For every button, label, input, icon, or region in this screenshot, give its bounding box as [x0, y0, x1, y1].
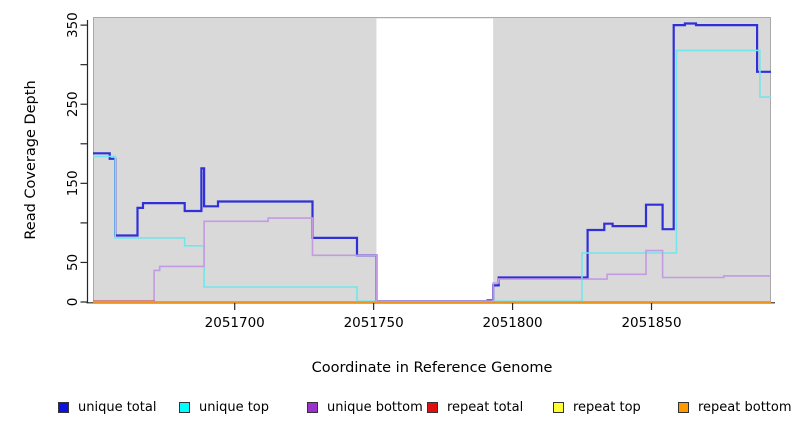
y-tick-label: 250: [65, 91, 81, 117]
legend-item-repeat-total: repeat total: [427, 400, 523, 415]
legend-swatch-icon: [427, 402, 438, 413]
legend-label: unique total: [78, 400, 157, 415]
legend-swatch-icon: [179, 402, 190, 413]
y-tick-label: 50: [65, 254, 81, 271]
x-tick-label: 2051850: [621, 315, 681, 331]
legend-swatch-icon: [553, 402, 564, 413]
legend-item-unique-total: unique total: [58, 400, 156, 415]
x-axis-title: Coordinate in Reference Genome: [311, 360, 553, 376]
legend-swatch-icon: [58, 402, 69, 413]
series-unique-top: [93, 49, 771, 302]
legend-item-repeat-top: repeat top: [553, 400, 641, 415]
legend-label: repeat top: [573, 400, 641, 415]
x-tick-label: 2051700: [205, 315, 265, 331]
legend-label: unique top: [199, 400, 270, 415]
legend-item-unique-bottom: unique bottom: [307, 400, 423, 415]
legend-item-repeat-bottom: repeat bottom: [678, 400, 792, 415]
legend-item-unique-top: unique top: [179, 400, 269, 415]
x-tick-label: 2051800: [483, 315, 543, 331]
gap-region: [376, 18, 494, 302]
y-axis-title: Read Coverage Depth: [23, 80, 39, 240]
y-tick-label: 350: [65, 12, 81, 38]
legend-swatch-icon: [678, 402, 689, 413]
legend-label: repeat total: [447, 400, 524, 415]
y-tick-label: 0: [65, 298, 81, 307]
legend-swatch-icon: [307, 402, 318, 413]
y-tick-label: 150: [65, 170, 81, 196]
x-tick-label: 2051750: [344, 315, 404, 331]
legend-label: repeat bottom: [698, 400, 792, 415]
legend-label: unique bottom: [327, 400, 423, 415]
